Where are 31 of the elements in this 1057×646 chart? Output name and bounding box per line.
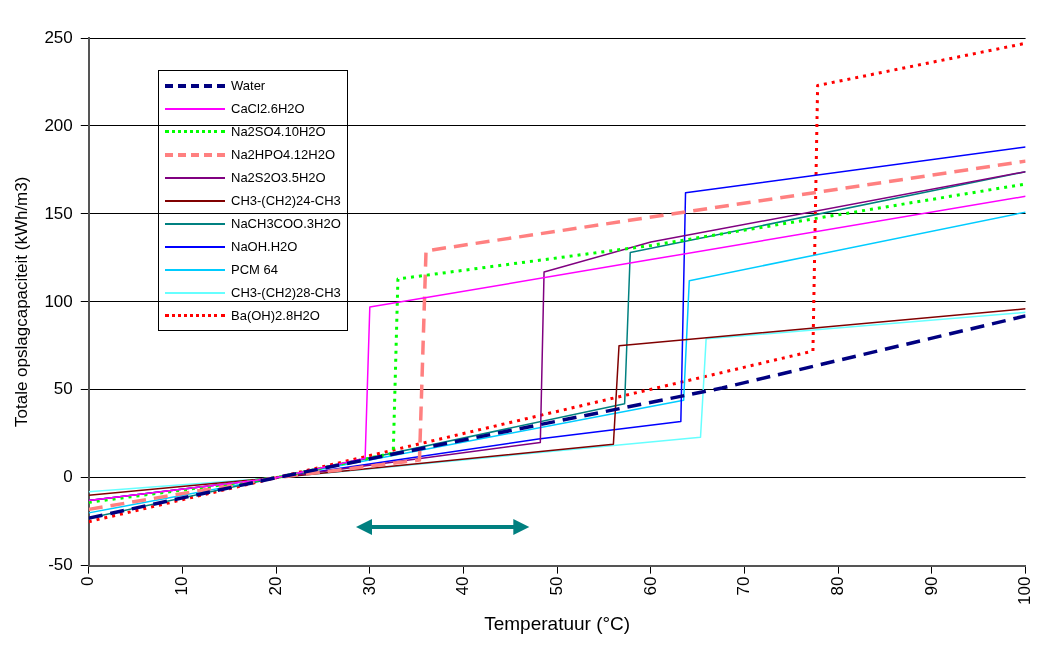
legend-label: Water (231, 78, 266, 93)
x-tick-label: 30 (359, 576, 379, 596)
legend-label: Ba(OH)2.8H2O (231, 308, 320, 323)
y-axis-title: Totale opslagcapaciteit (kWh/m3) (11, 176, 31, 428)
legend-label: PCM 64 (231, 262, 278, 277)
legend-label: NaOH.H2O (231, 239, 298, 254)
y-tick-label: 150 (44, 203, 73, 223)
x-tick-label: 10 (172, 576, 192, 596)
x-tick-label: 100 (1015, 576, 1035, 606)
y-tick-label: -50 (48, 555, 73, 575)
legend-label: Na2S2O3.5H2O (231, 170, 326, 185)
legend-label: CH3-(CH2)24-CH3 (231, 193, 341, 208)
legend-label: NaCH3COO.3H2O (231, 216, 341, 231)
x-tick-label: 80 (827, 576, 847, 596)
legend-label: Na2HPO4.12H2O (231, 147, 336, 162)
y-tick-label: 100 (44, 291, 73, 311)
x-tick-label: 20 (265, 576, 285, 596)
x-tick-label: 40 (453, 576, 473, 596)
y-tick-label: 50 (53, 379, 73, 399)
legend-label: Na2SO4.10H2O (231, 124, 326, 139)
x-tick-label: 0 (78, 576, 98, 587)
x-axis-title: Temperatuur (°C) (484, 612, 631, 634)
x-tick-label: 90 (921, 576, 941, 596)
legend-label: CH3-(CH2)28-CH3 (231, 285, 341, 300)
y-tick-label: 200 (44, 115, 73, 135)
x-tick-label: 70 (734, 576, 754, 596)
y-tick-label: 0 (63, 467, 73, 487)
x-tick-label: 60 (640, 576, 660, 596)
legend-label: CaCl2.6H2O (231, 101, 305, 116)
x-tick-label: 50 (546, 576, 566, 596)
y-tick-label: 250 (44, 27, 73, 47)
